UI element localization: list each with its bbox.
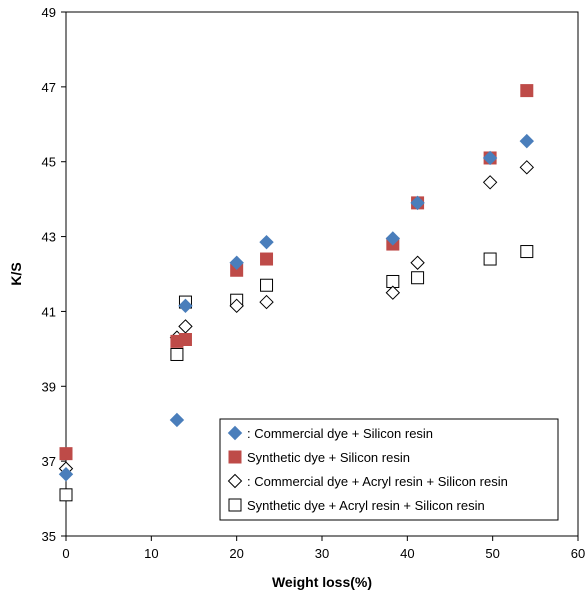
data-point [411,271,425,285]
data-point [483,252,497,266]
data-point [259,234,274,250]
series-1 [58,133,535,482]
data-point [385,231,401,246]
y-tick-label: 37 [42,454,56,469]
legend-box [219,418,559,521]
data-point [410,195,425,211]
legend-marker [227,473,243,489]
data-point [385,285,401,300]
data-point [170,347,184,361]
legend-marker [228,498,242,512]
data-point [519,133,535,149]
x-tick-label: 20 [229,546,243,561]
data-point [229,255,244,270]
data-point [229,298,244,314]
data-point [59,488,73,502]
data-point [59,447,73,461]
data-point [482,150,498,166]
y-tick-label: 35 [42,529,56,544]
data-point [178,333,192,346]
x-tick-label: 30 [315,546,329,561]
data-point [178,298,193,314]
legend-marker [228,450,242,464]
y-tick-label: 45 [42,155,56,170]
data-point [260,252,274,266]
series-2 [59,84,534,461]
x-tick-label: 50 [485,546,499,561]
data-point [259,294,274,310]
data-point [519,160,535,175]
legend-label: Synthetic dye + Silicon resin [247,450,410,465]
y-tick-label: 49 [42,5,56,20]
axes [61,11,579,541]
data-point [410,255,425,270]
y-tick-label: 43 [42,230,56,245]
y-tick-label: 47 [42,80,56,95]
y-tick-label: 39 [42,379,56,394]
data-point [178,319,193,334]
legend-marker [227,425,243,441]
y-axis-title: K/S [8,262,24,285]
legend-label: Synthetic dye + Acryl resin + Silicon re… [247,498,485,513]
data-points [58,84,535,502]
x-tick-label: 0 [62,546,69,561]
tick-labels: 0 10 20 30 40 50 60 35 37 39 41 43 45 47 49 [42,5,586,561]
data-point [260,278,274,292]
x-tick-label: 10 [144,546,158,561]
data-point [58,467,74,482]
y-tick-label: 41 [42,304,56,319]
legend-label: : Commercial dye + Silicon resin [247,426,433,441]
x-tick-label: 40 [400,546,414,561]
legend-label: : Commercial dye + Acryl resin + Silicon… [247,474,508,489]
data-point [520,84,534,98]
data-point [482,175,498,190]
x-tick-label: 60 [571,546,585,561]
data-point [169,412,185,428]
x-axis-title: Weight loss(%) [272,574,372,590]
data-point [520,245,534,259]
legend: : Commercial dye + Silicon resin Syntheti… [219,418,559,521]
